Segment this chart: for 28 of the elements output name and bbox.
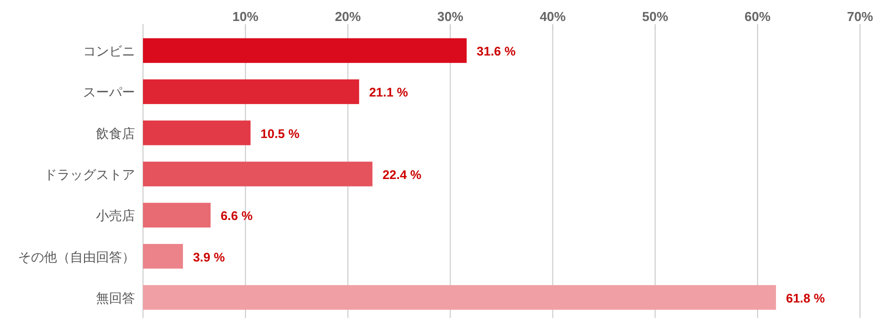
data-label: 3.9 % <box>192 250 225 264</box>
data-label: 31.6 % <box>476 44 516 59</box>
data-label: 21.1 % <box>369 86 408 100</box>
x-tick-label: 70% <box>846 9 874 24</box>
y-tick-label: 飲食店 <box>96 126 135 141</box>
x-tick-label: 10% <box>232 9 259 24</box>
data-label: 22.4 % <box>382 168 422 182</box>
bar <box>143 285 776 310</box>
y-tick-label: 小売店 <box>96 208 135 224</box>
bar <box>143 38 467 63</box>
bar <box>143 120 251 146</box>
y-tick-label: ドラッグストア <box>44 167 135 182</box>
x-tick-label: 60% <box>744 9 772 24</box>
y-tick-label: スーパー <box>83 84 135 100</box>
data-label: 6.6 % <box>220 209 253 224</box>
bar <box>143 202 211 228</box>
y-tick-label: その他（自由回答） <box>18 249 135 264</box>
x-tick-label: 50% <box>642 9 669 24</box>
data-label: 61.8 % <box>786 291 825 306</box>
bar <box>143 244 183 269</box>
x-tick-label: 20% <box>334 9 362 24</box>
y-tick-label: コンビニ <box>83 44 135 59</box>
x-tick-label: 30% <box>437 9 464 24</box>
bar <box>143 162 372 186</box>
y-tick-label: 無回答 <box>96 290 135 306</box>
data-label: 10.5 % <box>260 126 300 141</box>
x-tick-label: 40% <box>540 9 566 24</box>
bar <box>143 79 360 104</box>
